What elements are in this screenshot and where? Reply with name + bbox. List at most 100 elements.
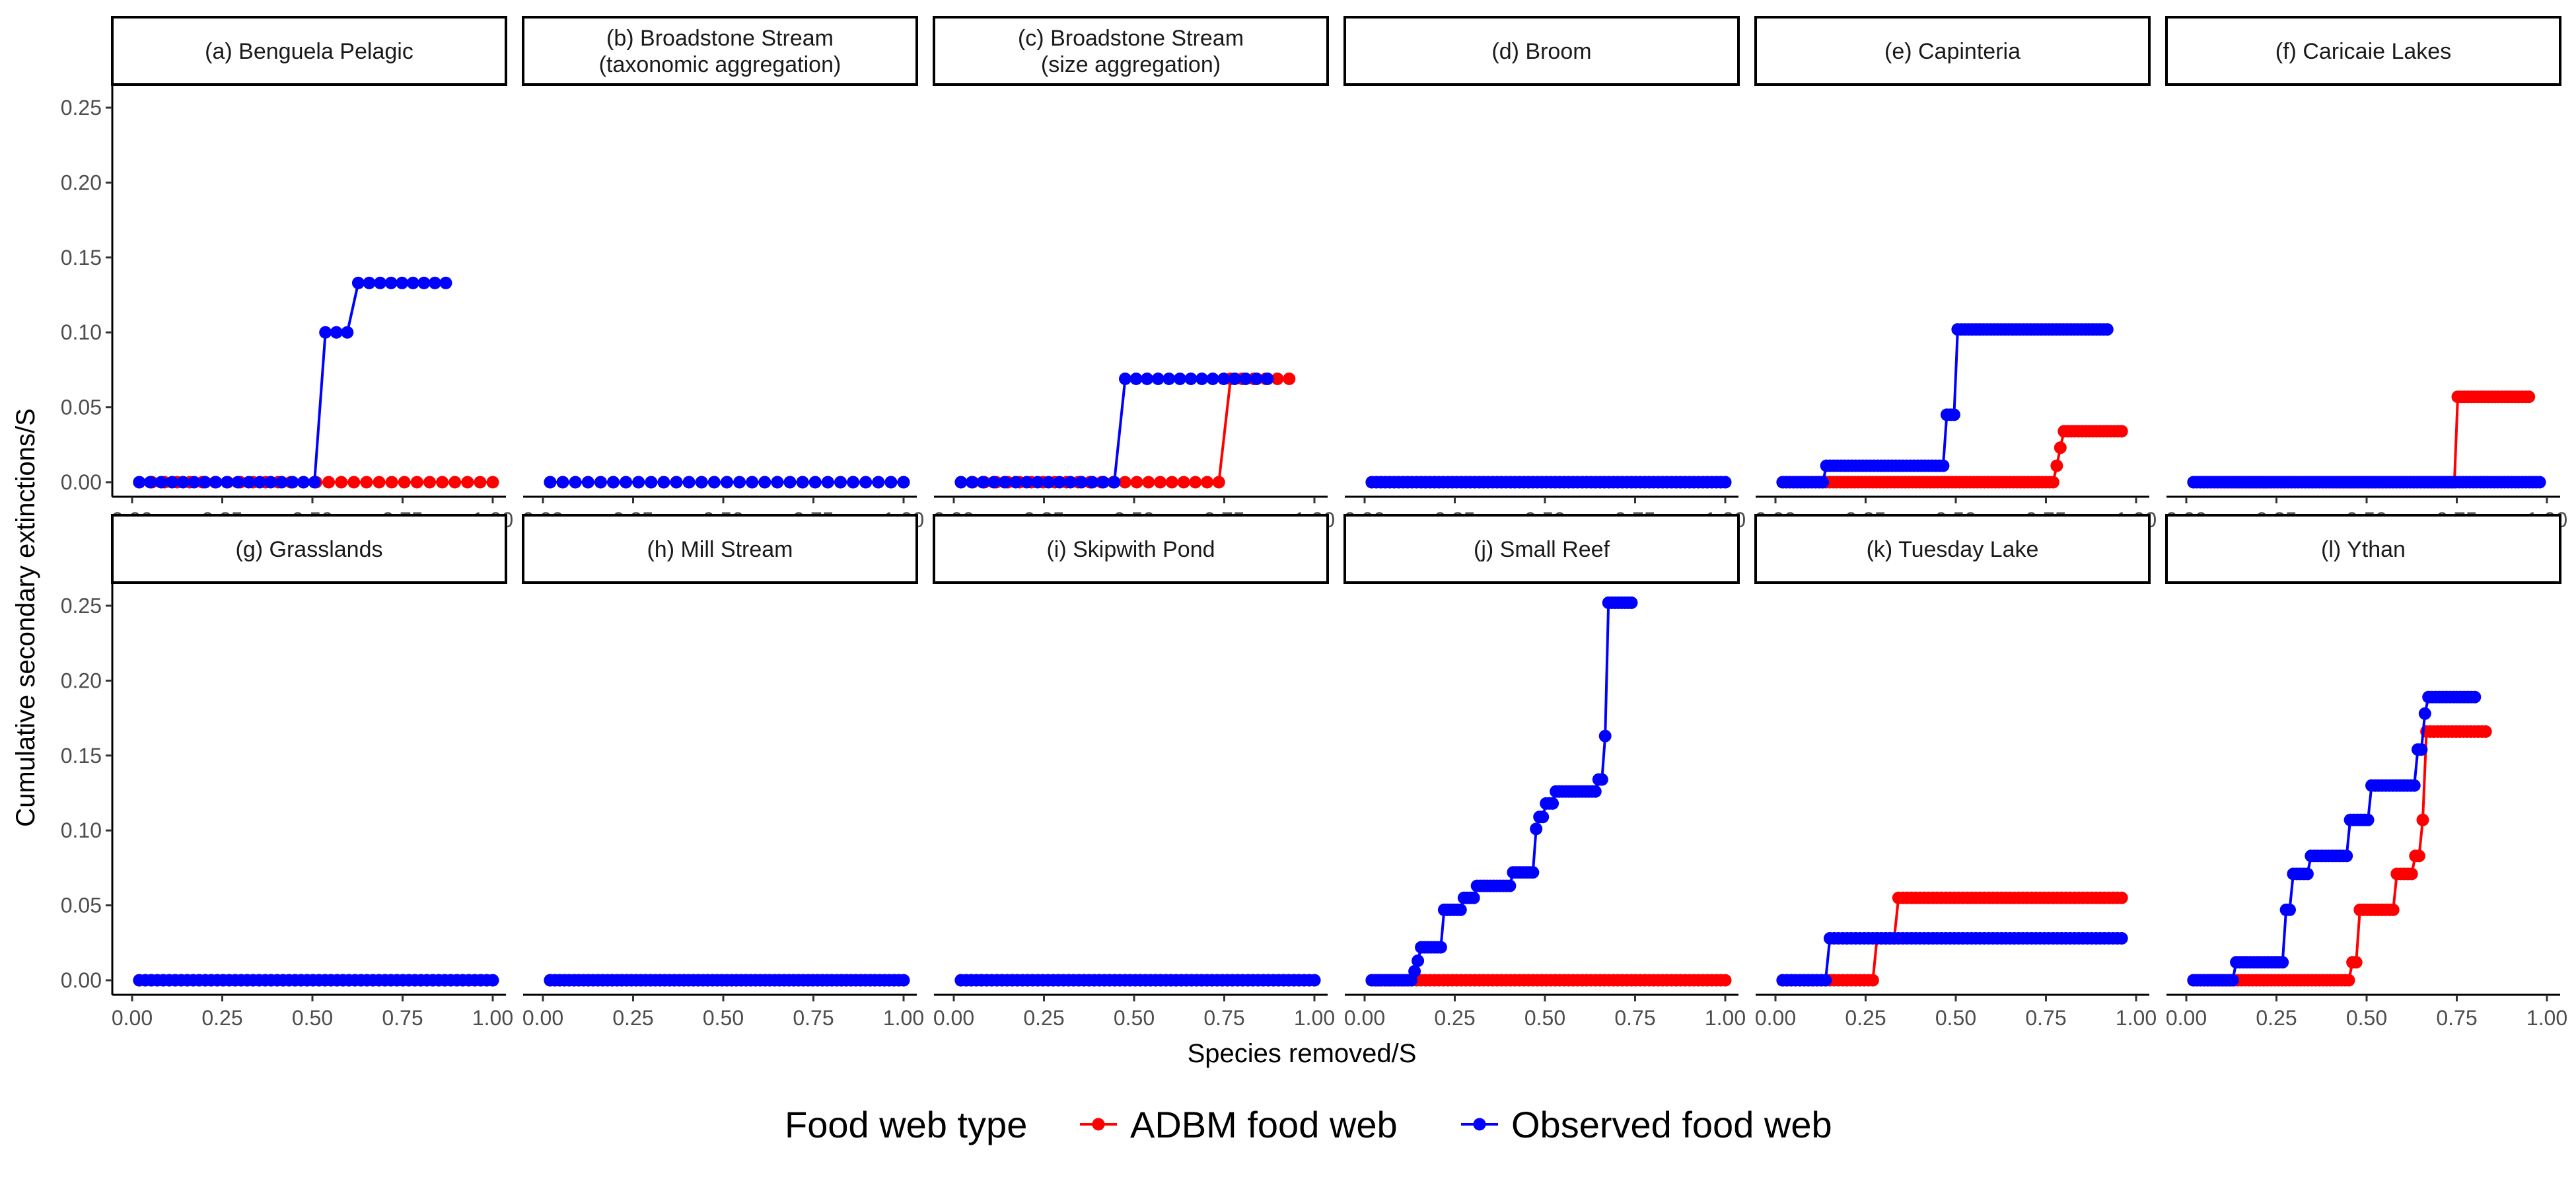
facet-title: (e) Capinteria bbox=[1884, 39, 2021, 64]
adbm-point bbox=[423, 476, 436, 489]
x-tick-label: 0.75 bbox=[1203, 1006, 1244, 1030]
observed-point bbox=[897, 974, 910, 987]
x-tick-label: 0.25 bbox=[1845, 1006, 1886, 1030]
x-tick-label: 0.75 bbox=[1614, 1006, 1655, 1030]
x-tick-label: 0.50 bbox=[1935, 1006, 1976, 1030]
x-tick-label: 0.25 bbox=[201, 1006, 242, 1030]
facet-title-line: (e) Capinteria bbox=[1884, 39, 2021, 64]
adbm-point bbox=[1189, 476, 1202, 489]
legend-key-point bbox=[1092, 1118, 1105, 1131]
observed-point bbox=[954, 476, 968, 489]
observed-point bbox=[544, 476, 557, 489]
observed-point bbox=[1536, 811, 1550, 824]
observed-point bbox=[847, 476, 860, 489]
observed-point bbox=[2533, 476, 2546, 489]
x-tick-label: 0.75 bbox=[2025, 1006, 2066, 1030]
observed-point bbox=[682, 476, 696, 489]
observed-point bbox=[1530, 822, 1543, 836]
observed-point bbox=[188, 476, 201, 489]
x-tick-label: 1.00 bbox=[2526, 1006, 2567, 1030]
observed-point bbox=[632, 476, 645, 489]
observed-point bbox=[1217, 373, 1231, 385]
facet-strip bbox=[111, 16, 507, 86]
y-tick-label: 0.10 bbox=[61, 818, 102, 842]
adbm-point bbox=[2115, 425, 2128, 438]
x-tick-label: 0.50 bbox=[292, 1006, 333, 1030]
observed-point bbox=[144, 476, 157, 489]
facet-title-line: (c) Broadstone Stream bbox=[1018, 26, 1244, 51]
observed-point bbox=[155, 476, 168, 489]
adbm-point bbox=[2412, 849, 2425, 863]
facet-title-line: (j) Small Reef bbox=[1474, 537, 1610, 562]
observed-point bbox=[286, 476, 299, 489]
adbm-point bbox=[398, 476, 411, 489]
observed-point bbox=[783, 476, 797, 489]
y-tick-label: 0.20 bbox=[61, 668, 102, 692]
observed-point bbox=[733, 476, 746, 489]
adbm-point bbox=[1142, 476, 1155, 489]
x-tick-label: 1.00 bbox=[1294, 1006, 1335, 1030]
observed-point bbox=[1129, 373, 1143, 385]
observed-point bbox=[221, 476, 233, 489]
observed-point bbox=[417, 276, 431, 289]
adbm-point bbox=[335, 476, 348, 489]
observed-point bbox=[872, 476, 885, 489]
x-tick-label: 0.25 bbox=[2256, 1006, 2297, 1030]
facet-title: (h) Mill Stream bbox=[647, 537, 793, 562]
observed-point bbox=[253, 476, 266, 489]
facet-title-line: (taxonomic aggregation) bbox=[599, 52, 841, 77]
observed-point bbox=[581, 476, 594, 489]
adbm-point bbox=[2115, 891, 2128, 904]
observed-point bbox=[1086, 476, 1099, 489]
x-tick-label: 0.00 bbox=[522, 1006, 563, 1030]
adbm-point bbox=[2386, 903, 2400, 916]
observed-point bbox=[1108, 476, 1121, 489]
adbm-series-line bbox=[2193, 395, 2529, 484]
observed-point bbox=[670, 476, 683, 489]
observed-point bbox=[2418, 707, 2431, 720]
y-tick-label: 0.05 bbox=[61, 894, 102, 918]
adbm-series-line bbox=[1782, 429, 2122, 484]
observed-point bbox=[2468, 690, 2482, 703]
facet-panel: (h) Mill Stream 0.00 0.25 0.50 0.75 1.00 bbox=[522, 514, 924, 1030]
observed-point bbox=[1206, 373, 1219, 385]
facet-title: (a) Benguela Pelagic bbox=[205, 39, 413, 64]
adbm-point bbox=[448, 476, 462, 489]
observed-point bbox=[556, 476, 569, 489]
adbm-point bbox=[474, 476, 487, 489]
observed-point bbox=[2226, 974, 2239, 987]
adbm-point bbox=[2522, 390, 2536, 404]
facet-strip bbox=[2165, 16, 2561, 86]
y-tick-label: 0.20 bbox=[61, 170, 102, 194]
x-tick-label: 0.75 bbox=[2436, 1006, 2477, 1030]
adbm-point bbox=[1165, 476, 1178, 489]
x-tick-label: 1.00 bbox=[472, 1006, 513, 1030]
facet-panel: (b) Broadstone Stream (taxonomic aggregat… bbox=[522, 16, 924, 532]
y-tick-label: 0.25 bbox=[61, 96, 102, 120]
facet-strip bbox=[111, 514, 507, 584]
observed-point bbox=[1546, 797, 1559, 810]
observed-point bbox=[695, 476, 708, 489]
observed-point bbox=[1625, 596, 1638, 609]
observed-point bbox=[1947, 408, 1960, 421]
adbm-point bbox=[2050, 459, 2063, 472]
x-tick-label: 0.00 bbox=[1344, 1006, 1385, 1030]
observed-point bbox=[2301, 867, 2314, 881]
panels-layer: (a) Benguela Pelagic 0.00 0.05 0.10 0.15 0.20… bbox=[61, 16, 2567, 1030]
facet-title: (b) Broadstone Stream (taxonomic aggregat… bbox=[599, 26, 841, 77]
y-tick-label: 0.15 bbox=[61, 246, 102, 270]
observed-point bbox=[319, 326, 332, 339]
adbm-point bbox=[1130, 476, 1143, 489]
adbm-point bbox=[1201, 476, 1214, 489]
observed-point bbox=[341, 326, 354, 339]
observed-point bbox=[439, 276, 452, 289]
observed-point bbox=[1467, 891, 1480, 904]
adbm-point bbox=[2416, 813, 2429, 826]
observed-point bbox=[1434, 941, 1447, 954]
observed-point bbox=[1526, 866, 1540, 879]
observed-point bbox=[209, 476, 223, 489]
x-tick-label: 0.25 bbox=[1023, 1006, 1064, 1030]
observed-point bbox=[1589, 785, 1602, 798]
observed-point bbox=[1196, 373, 1209, 385]
